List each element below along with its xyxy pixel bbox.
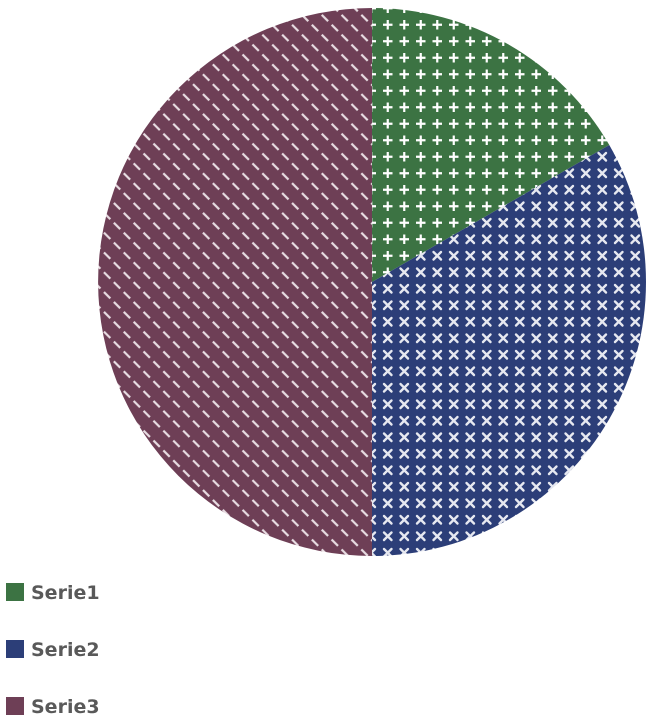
legend-label-serie2: Serie2 <box>31 639 100 661</box>
pie-slice-serie3 <box>98 8 372 556</box>
legend-swatch-serie1 <box>6 583 24 601</box>
pie-slice-serie1 <box>372 8 610 282</box>
legend: Serie1 Serie2 Serie3 <box>6 582 100 718</box>
legend-label-serie3: Serie3 <box>31 696 100 718</box>
pie-slice-serie2 <box>372 145 646 556</box>
pie-slices <box>98 8 646 556</box>
legend-label-serie1: Serie1 <box>31 582 100 604</box>
legend-swatch-serie3 <box>6 697 24 715</box>
legend-swatch-serie2 <box>6 640 24 658</box>
